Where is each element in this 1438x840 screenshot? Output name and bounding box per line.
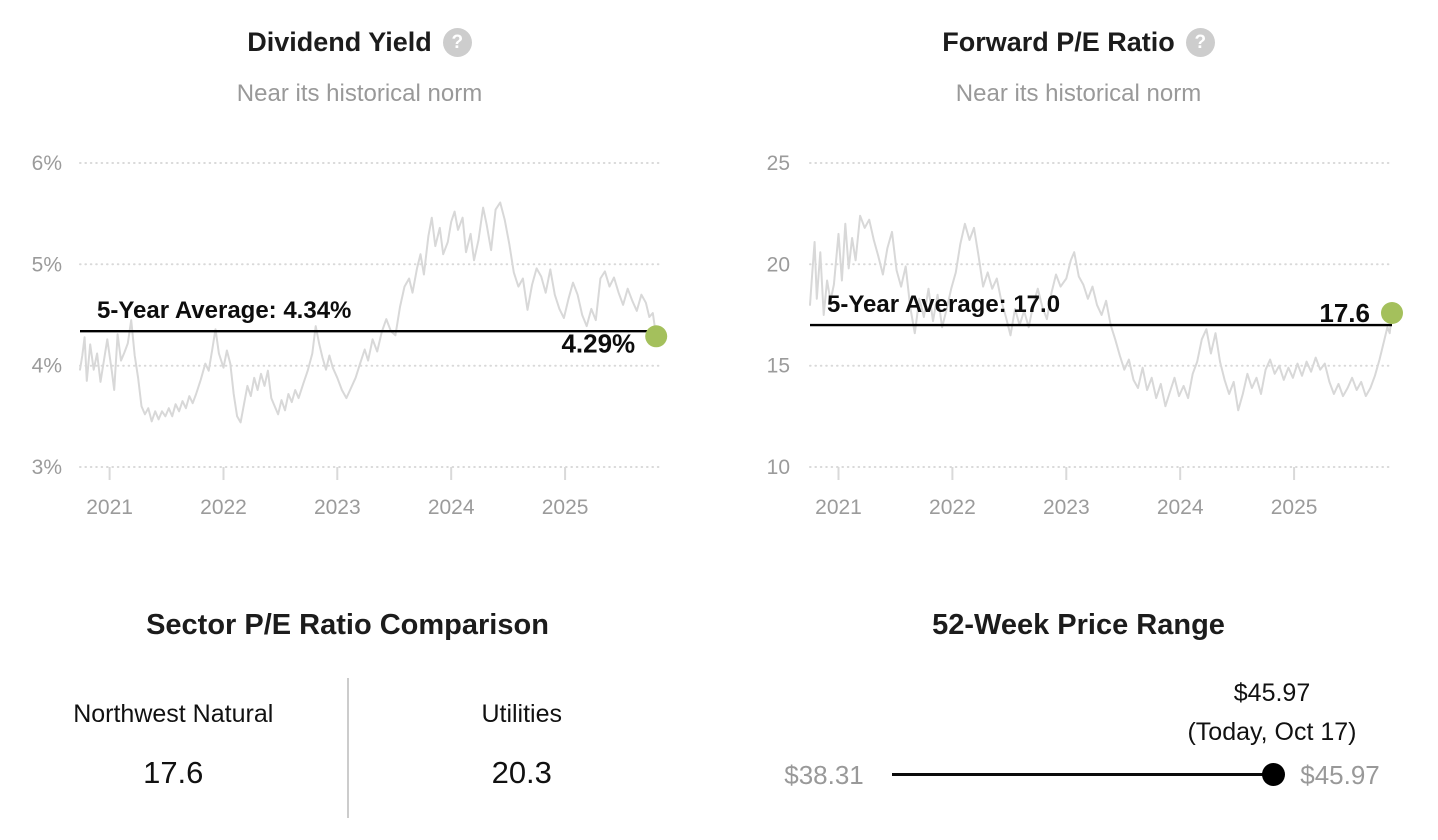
forward-pe-panel: Forward P/E Ratio ? Near its historical … [719, 0, 1438, 560]
x-axis-tick-label: 2025 [542, 496, 589, 519]
y-axis-tick-label: 25 [767, 152, 790, 175]
column-divider [346, 678, 349, 818]
x-axis-tick-label: 2024 [428, 496, 475, 519]
sector-column: Utilities 20.3 [349, 678, 696, 818]
x-axis-tick-label: 2022 [929, 496, 976, 519]
company-pe-value: 17.6 [143, 755, 204, 790]
price-range-panel: 52-Week Price Range $45.97 (Today, Oct 1… [719, 585, 1438, 840]
forward-pe-subtitle: Near its historical norm [955, 80, 1202, 107]
high-price-label: $45.97 [1300, 760, 1380, 790]
x-axis-tick-label: 2024 [1157, 496, 1204, 519]
dividend-yield-chart: 6% 5% 4% 3% 2021 2022 2023 2024 2025 5-Year Avera… [32, 152, 668, 519]
x-axis-tick-label: 2021 [86, 496, 133, 519]
sector-pe-value: 20.3 [491, 755, 552, 790]
forward-pe-chart: 25 20 15 10 2021 2022 2023 2024 2025 5-Year Avera… [767, 152, 1403, 519]
price-range-title: 52-Week Price Range [932, 609, 1225, 641]
y-axis-tick-label: 10 [767, 456, 790, 479]
help-icon[interactable]: ? [442, 27, 472, 57]
company-column: Northwest Natural 17.6 [0, 678, 347, 818]
x-axis-tick-label: 2022 [200, 496, 247, 519]
dividend-yield-panel: Dividend Yield ? Near its historical nor… [0, 0, 719, 560]
x-axis-tick-label: 2023 [1043, 496, 1090, 519]
sector-pe-comparison-panel: Sector P/E Ratio Comparison Northwest Na… [0, 585, 719, 840]
dividend-yield-title: Dividend Yield [247, 27, 432, 57]
low-price-label: $38.31 [784, 760, 864, 790]
y-axis-tick-label: 3% [32, 456, 62, 479]
sector-pe-comparison-row: Northwest Natural 17.6 Utilities 20.3 [0, 678, 695, 818]
help-icon[interactable]: ? [1185, 27, 1215, 57]
average-label: 5-Year Average: 4.34% [97, 297, 351, 324]
current-value-label: 4.29% [561, 328, 635, 358]
current-value-dot [1381, 302, 1403, 324]
current-value-label: 17.6 [1319, 298, 1370, 328]
x-axis-tick-label: 2023 [314, 496, 361, 519]
today-price: $45.97 [1233, 679, 1311, 707]
y-axis-tick-label: 20 [767, 253, 790, 276]
today-date: (Today, Oct 17) [1187, 718, 1357, 746]
current-price-dot [1262, 763, 1285, 786]
sector-pe-comparison-title: Sector P/E Ratio Comparison [146, 609, 549, 641]
history-line [809, 214, 1393, 412]
dividend-yield-title-row: Dividend Yield ? [0, 25, 719, 59]
history-line [79, 201, 658, 424]
company-name: Northwest Natural [73, 700, 274, 728]
forward-pe-title: Forward P/E Ratio [942, 27, 1175, 57]
current-value-dot [645, 325, 668, 348]
y-axis-tick-label: 5% [32, 253, 62, 276]
y-axis-tick-label: 4% [32, 355, 62, 378]
x-axis-tick-label: 2021 [815, 496, 862, 519]
price-range-line [892, 773, 1273, 776]
y-axis-tick-label: 6% [32, 152, 62, 175]
dividend-yield-subtitle: Near its historical norm [236, 80, 483, 107]
y-axis-tick-label: 15 [767, 355, 790, 378]
forward-pe-title-row: Forward P/E Ratio ? [719, 25, 1438, 59]
x-axis-tick-label: 2025 [1271, 496, 1318, 519]
sector-name: Utilities [481, 700, 563, 728]
average-label: 5-Year Average: 17.0 [827, 291, 1060, 318]
